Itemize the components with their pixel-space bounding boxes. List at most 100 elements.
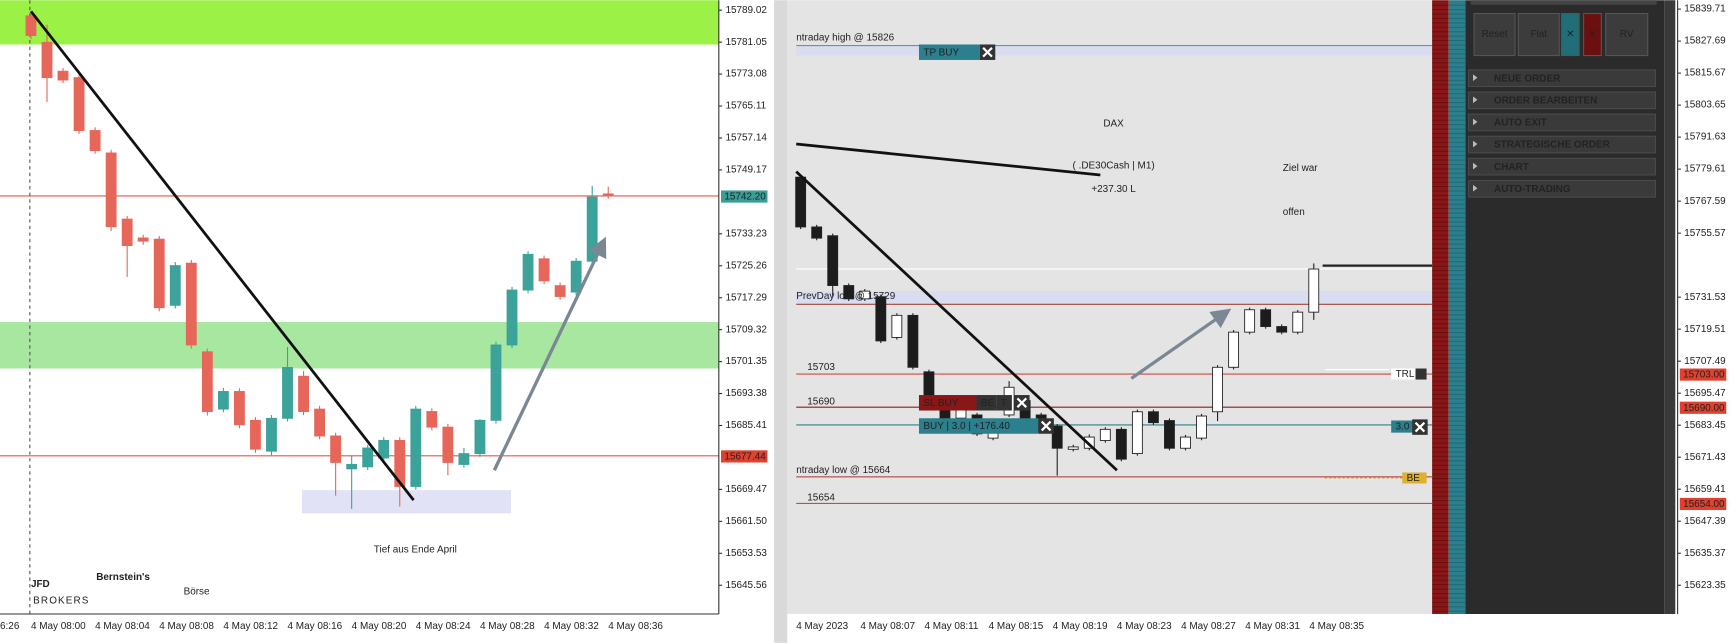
candle-body	[474, 419, 486, 455]
target-arrow	[1130, 308, 1232, 380]
menu-item-label[interactable]: ORDER BEARBEITEN	[1494, 96, 1597, 107]
panel-button[interactable]	[1473, 12, 1516, 57]
trend-line	[29, 10, 415, 501]
menu-item[interactable]	[1468, 113, 1657, 132]
price-tag	[1679, 368, 1727, 381]
x-tick-label: 4 May 08:27	[1181, 621, 1236, 632]
candle-body	[907, 314, 919, 368]
menu-item[interactable]	[1468, 157, 1657, 176]
panel-button-label[interactable]: RV	[1620, 29, 1634, 40]
x-tick-label: 4 May 08:36	[608, 621, 663, 632]
candle-body	[426, 411, 438, 428]
price-tag-label: 15677.44	[724, 452, 766, 463]
menu-item-label[interactable]: CHART	[1494, 162, 1529, 173]
be-order[interactable]	[1402, 472, 1427, 484]
level-label: ntraday high @ 15826	[796, 32, 894, 43]
price-tag-label: 15742.20	[724, 192, 766, 203]
candle-body	[811, 226, 823, 239]
sl-order[interactable]	[918, 395, 977, 411]
size-order-label[interactable]: 3.0	[1396, 422, 1410, 433]
left-chart-bg	[0, 0, 775, 643]
candle-body	[1292, 311, 1304, 333]
y-tick-label: 15789.02	[725, 5, 767, 16]
candle-body	[1196, 415, 1207, 439]
y-tick-label: 15827.69	[1684, 36, 1726, 47]
menu-item-label[interactable]: AUTO EXIT	[1494, 118, 1547, 129]
resistance-zone	[0, 0, 719, 45]
candle-body	[394, 439, 406, 487]
panel-button[interactable]	[1517, 12, 1560, 57]
candle-body	[330, 435, 342, 463]
high-band	[796, 45, 1433, 56]
sl-order-label[interactable]: SL BUY	[923, 398, 958, 409]
y-tick-label: 15731.53	[1684, 292, 1726, 303]
be-order-label[interactable]: BE	[1407, 473, 1421, 484]
candle-body	[346, 463, 358, 470]
candle-body	[554, 285, 566, 297]
candle-body	[57, 70, 69, 81]
sl-be-label[interactable]: BE	[981, 398, 995, 409]
menu-item-label[interactable]: STRATEGISCHE ORDER	[1494, 140, 1610, 151]
size-order[interactable]	[1391, 420, 1414, 433]
panel-button-label[interactable]: Reset	[1482, 29, 1508, 40]
menu-item[interactable]	[1468, 179, 1657, 198]
price-tag	[1679, 497, 1727, 511]
panel-button[interactable]	[1583, 12, 1602, 57]
menu-item[interactable]	[1468, 69, 1657, 88]
panel-button-label[interactable]: ✕	[1588, 29, 1596, 40]
profit: +237.30 L	[1091, 184, 1136, 195]
y-tick-label: 15707.49	[1684, 356, 1726, 367]
close-icon[interactable]	[982, 47, 993, 58]
trl-order-label[interactable]: TRL	[1396, 369, 1415, 380]
price-tag	[721, 450, 768, 463]
panel-button-label[interactable]: Flat	[1531, 29, 1548, 40]
sl-t-label[interactable]: T	[1001, 398, 1007, 409]
y-tick-label: 15725.26	[725, 260, 767, 271]
level-label: ntraday low @ 15664	[796, 465, 891, 476]
tp-order-label[interactable]: TP BUY	[923, 47, 959, 58]
panel-top	[1470, 0, 1657, 5]
candle-body	[1115, 428, 1127, 460]
close-icon[interactable]	[1040, 420, 1052, 432]
logo-boerse: Börse	[184, 587, 210, 598]
level-label: 15690	[807, 396, 835, 407]
position-label[interactable]: BUY | 3.0 | +176.40	[923, 421, 1010, 432]
menu-item-label[interactable]: NEUE ORDER	[1494, 73, 1560, 84]
y-tick-label: 15701.35	[725, 356, 767, 367]
menu-item[interactable]	[1468, 91, 1657, 110]
candle-body	[25, 15, 37, 36]
price-tag	[721, 190, 768, 203]
candle-body	[1051, 425, 1063, 449]
sl-be[interactable]	[976, 395, 997, 411]
trl-order[interactable]	[1391, 368, 1416, 380]
menu-arrow	[1473, 162, 1478, 170]
candle-body	[169, 265, 181, 306]
candle-body	[121, 218, 133, 247]
close-icon[interactable]	[1016, 397, 1028, 408]
panel-button[interactable]	[1560, 12, 1580, 57]
y-tick-label: 15719.51	[1684, 324, 1726, 335]
y-tick-label: 15717.29	[725, 292, 767, 303]
x-tick-label: 4 May 08:35	[1309, 621, 1364, 632]
y-tick-label: 15755.57	[1684, 228, 1726, 239]
x-tick-label: 4 May 08:08	[159, 621, 214, 632]
tp-order[interactable]	[918, 44, 980, 60]
divider	[774, 0, 788, 643]
menu-item-label[interactable]: AUTO-TRADING	[1494, 184, 1571, 195]
candle-body	[1164, 420, 1175, 449]
menu-item[interactable]	[1468, 135, 1657, 154]
annotation: Ziel war	[1283, 163, 1318, 174]
close-icon[interactable]	[1414, 421, 1426, 433]
sl-t[interactable]	[996, 395, 1012, 411]
candle-body	[362, 447, 374, 468]
panel-button[interactable]	[1605, 12, 1649, 57]
target-arrow	[492, 236, 607, 471]
panel-button-label[interactable]: ✕	[1566, 29, 1574, 40]
candle-body	[105, 152, 117, 228]
candle-body	[201, 351, 213, 412]
y-tick-label: 15635.37	[1684, 548, 1726, 559]
price-tag-label: 15690.00	[1683, 403, 1725, 414]
candle-body	[266, 417, 277, 452]
x-tick-label: 4 May 08:20	[352, 621, 407, 632]
position[interactable]	[918, 418, 1039, 434]
